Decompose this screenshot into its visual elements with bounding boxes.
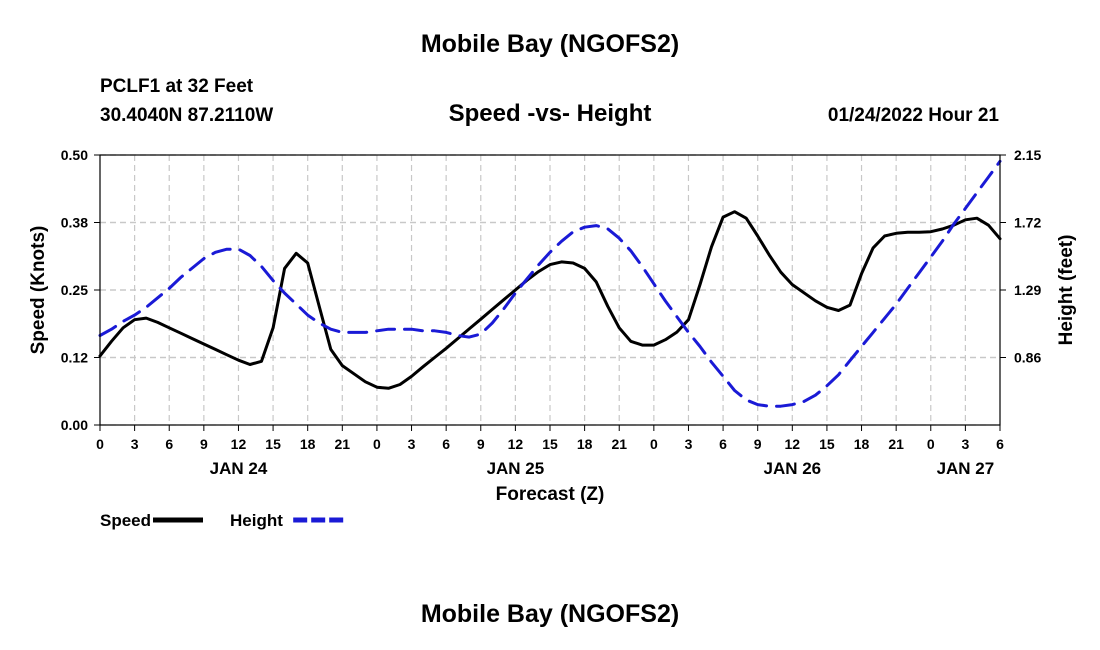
x-tick-label: 15	[265, 436, 281, 452]
x-tick-label: 3	[131, 436, 139, 452]
y-tick-label: 0.12	[61, 350, 88, 366]
y2-tick-label: 2.15	[1014, 147, 1041, 163]
x-tick-label: 6	[165, 436, 173, 452]
date-label: JAN 26	[763, 459, 821, 478]
y2-tick-label: 1.72	[1014, 215, 1041, 231]
y-tick-label: 0.50	[61, 147, 88, 163]
series-line-speed	[98, 210, 1002, 390]
bottom-title: Mobile Bay (NGOFS2)	[420, 600, 680, 628]
x-tick-label: 18	[577, 436, 593, 452]
x-tick-label: 18	[300, 436, 316, 452]
x-tick-label: 9	[200, 436, 208, 452]
station-coordinates: 30.4040N 87.2110W	[100, 105, 274, 126]
x-tick-label: 6	[719, 436, 727, 452]
x-tick-label: 12	[785, 436, 801, 452]
x-tick-label: 0	[650, 436, 658, 452]
x-tick-label: 12	[508, 436, 524, 452]
y2-tick-label: 0.86	[1014, 350, 1041, 366]
x-tick-label: 21	[611, 436, 627, 452]
date-label: JAN 25	[487, 459, 545, 478]
date-label: JAN 24	[210, 459, 268, 478]
page-title: Mobile Bay (NGOFS2)	[420, 30, 680, 58]
x-tick-label: 0	[927, 436, 935, 452]
x-axis-title: Forecast (Z)	[496, 484, 605, 505]
x-tick-label: 21	[888, 436, 904, 452]
x-tick-label: 15	[819, 436, 835, 452]
x-tick-label: 9	[477, 436, 485, 452]
plot-frame	[99, 154, 1001, 426]
series-line-height	[98, 159, 1002, 408]
x-tick-label: 0	[373, 436, 381, 452]
date-label: JAN 27	[937, 459, 995, 478]
x-tick-label: 0	[96, 436, 104, 452]
chart-subtitle: Speed -vs- Height	[448, 100, 652, 127]
forecast-date: 01/24/2022 Hour 21	[827, 105, 999, 126]
legend-label-speed: Speed	[100, 511, 151, 530]
x-tick-label: 6	[442, 436, 450, 452]
x-tick-label: 9	[754, 436, 762, 452]
y2-axis-title: Height (feet)	[1056, 235, 1077, 346]
x-tick-label: 15	[542, 436, 558, 452]
x-tick-label: 6	[996, 436, 1004, 452]
y-tick-label: 0.00	[61, 417, 88, 433]
y-tick-label: 0.25	[61, 282, 88, 298]
x-tick-label: 21	[335, 436, 351, 452]
station-label: PCLF1 at 32 Feet	[100, 76, 254, 97]
y-axis-title: Speed (Knots)	[28, 226, 49, 355]
x-tick-label: 3	[408, 436, 416, 452]
x-tick-label: 12	[231, 436, 247, 452]
x-tick-label: 3	[685, 436, 693, 452]
x-tick-label: 3	[961, 436, 969, 452]
x-tick-label: 18	[854, 436, 870, 452]
legend-label-height: Height	[230, 511, 283, 530]
y2-tick-label: 1.29	[1014, 282, 1041, 298]
y-tick-label: 0.38	[61, 215, 88, 231]
